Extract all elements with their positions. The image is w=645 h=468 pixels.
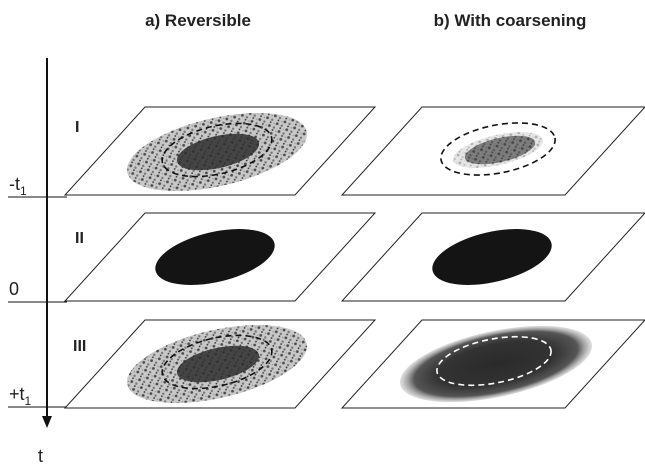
dashed-boundary [161,122,273,178]
solid-domain [155,229,275,285]
tick-label-zero: 0 [9,279,19,299]
dashed-boundary [440,122,556,176]
tick-label-minus-t1: -t1 [9,174,27,198]
panel-III-reversible [63,319,377,409]
time-axis-arrowhead [42,416,52,428]
row-label-III: III [73,338,86,355]
speckled-edge [453,132,543,168]
panel-I-reversible [63,106,377,196]
row-label-I: I [75,119,79,136]
panel-III-coarsening [340,319,645,409]
time-axis-label: t [38,446,43,466]
dashed-boundary-white [436,335,552,387]
solid-domain [432,229,552,285]
dark-core [176,345,260,383]
tick-label-plus-t1: +t1 [9,384,32,408]
column-title-reversible: a) Reversible [145,11,251,30]
coarsened-domain [399,325,593,403]
dark-core [176,133,260,171]
panel-II-reversible [63,212,377,302]
dashed-boundary [161,334,273,390]
column-title-coarsening: b) With coarsening [434,11,587,30]
panel-II-coarsening [340,212,645,302]
panel-I-coarsening [340,106,645,196]
row-label-II: II [75,230,84,247]
